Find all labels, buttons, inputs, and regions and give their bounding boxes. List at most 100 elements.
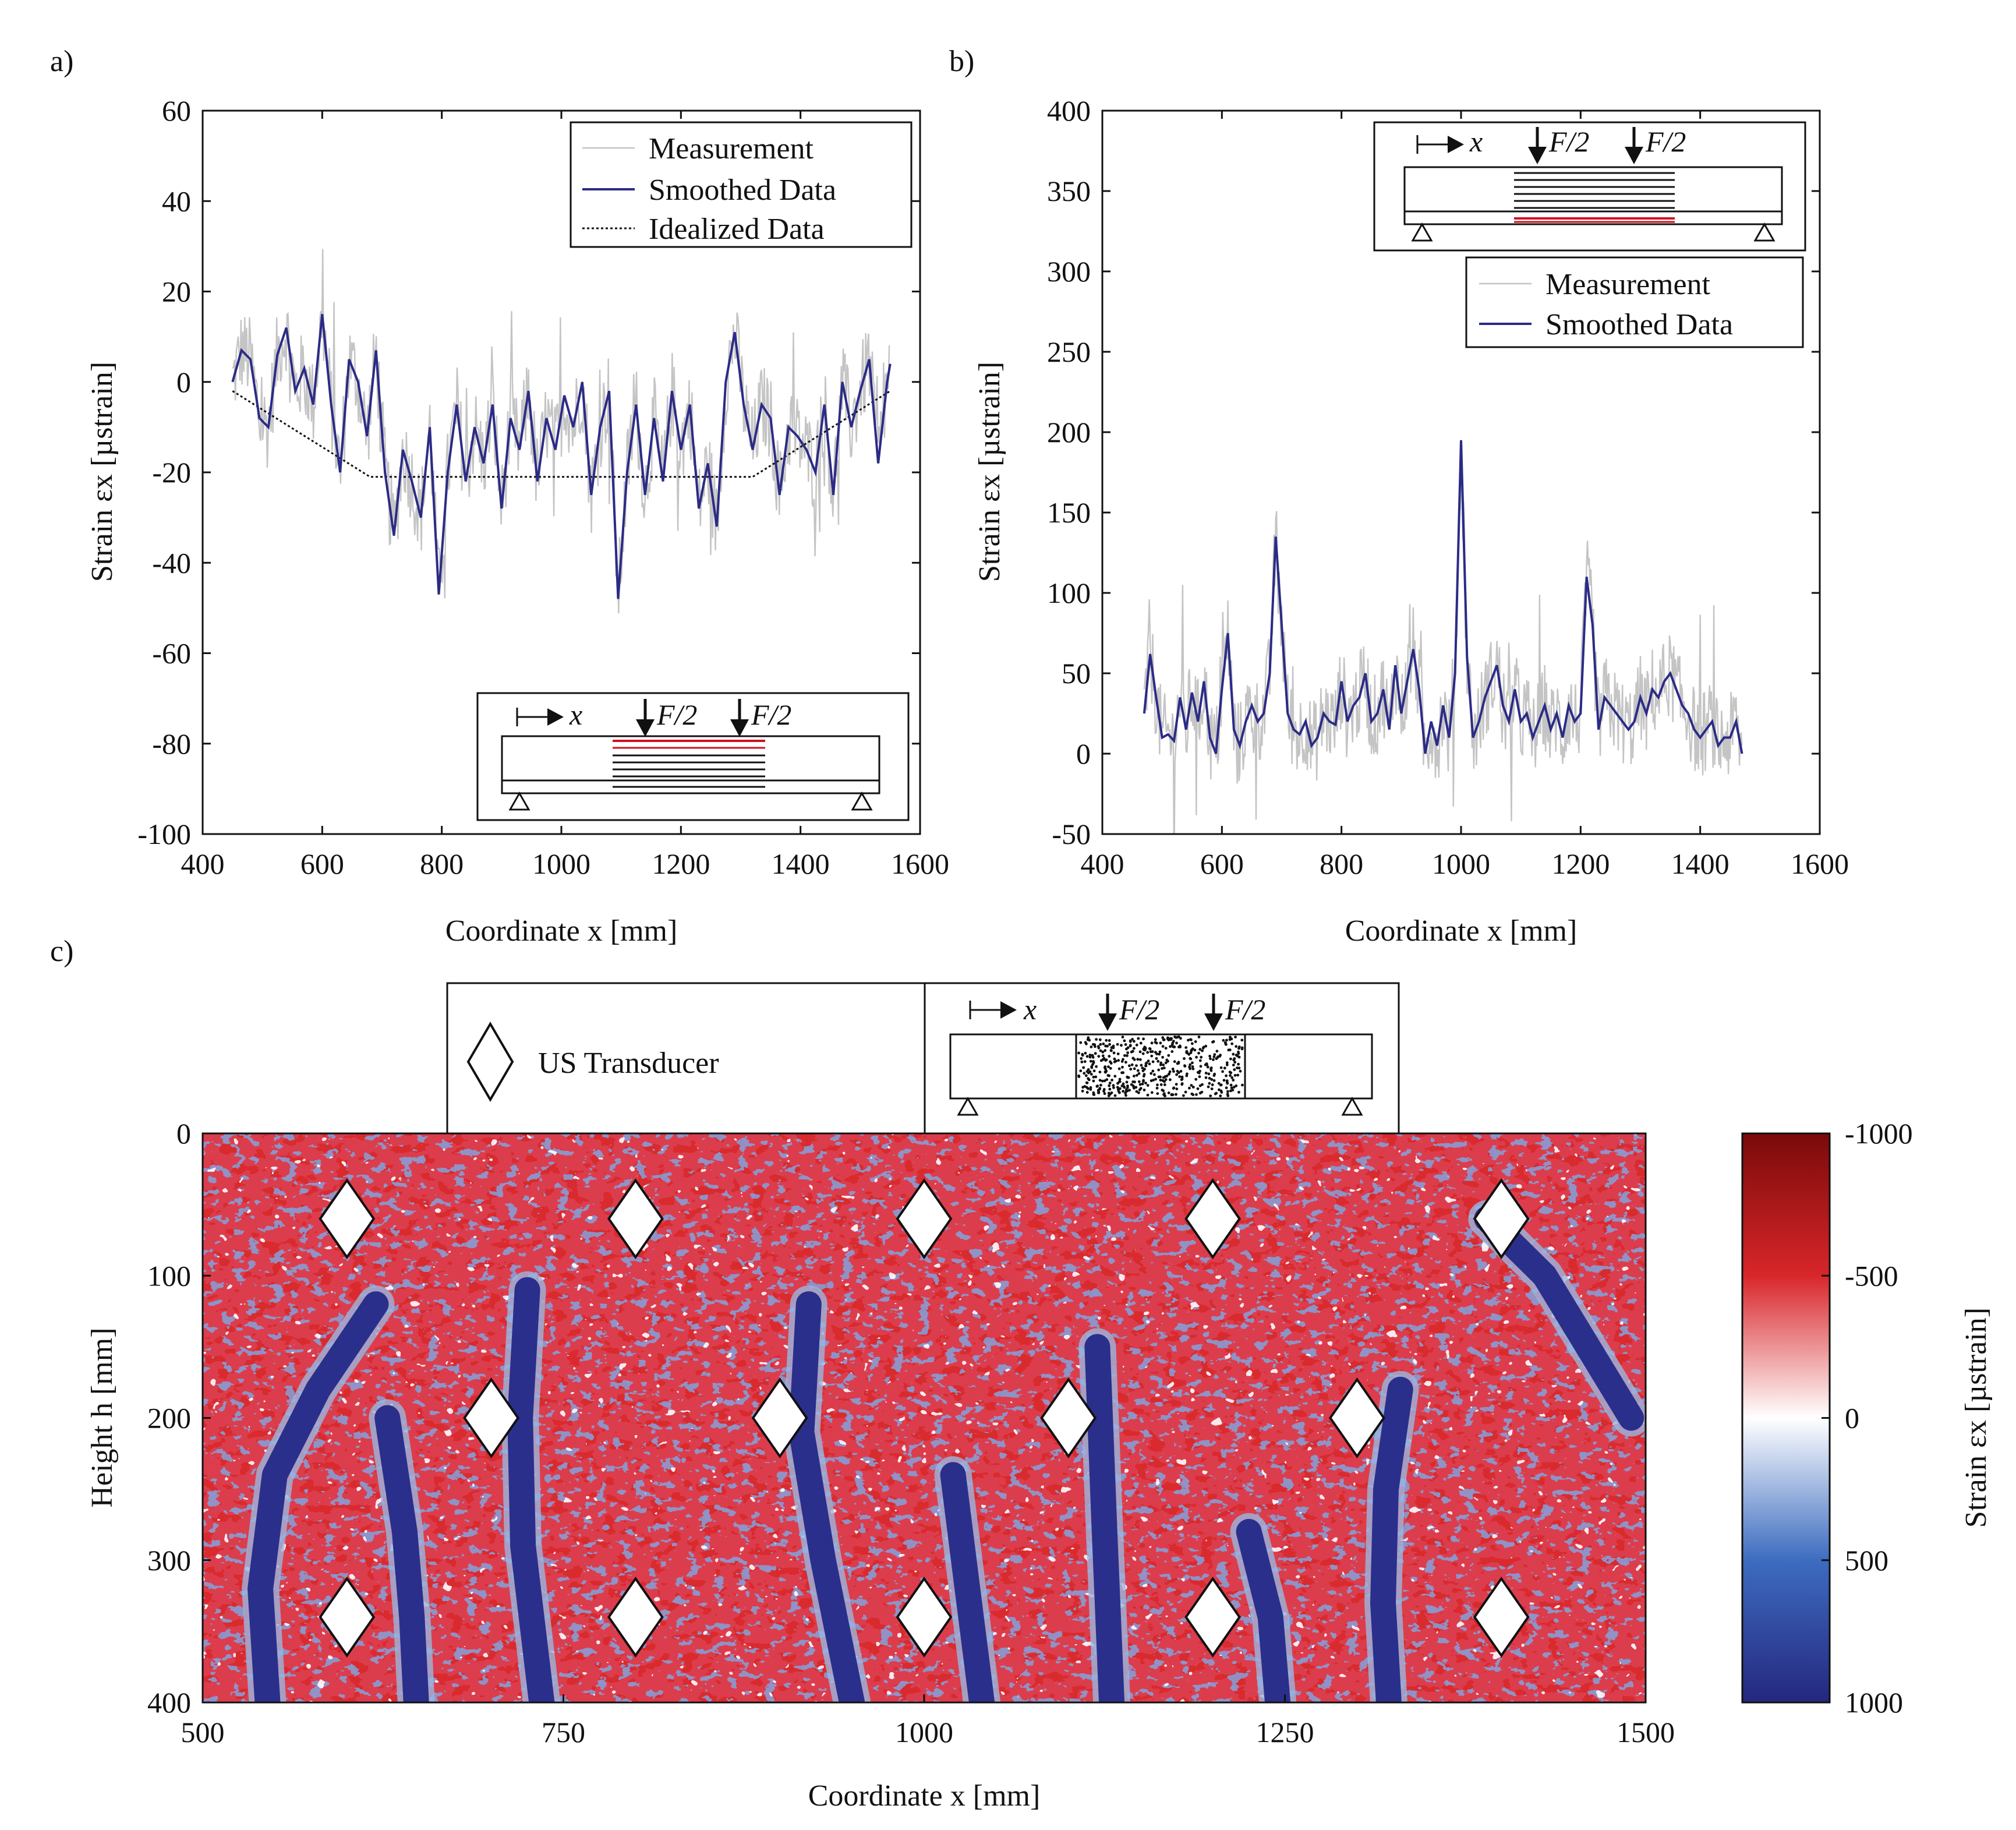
x-tick-label: 400 <box>1081 847 1124 880</box>
speckle-dot <box>1150 1041 1154 1045</box>
speckle-dot <box>1099 1059 1103 1062</box>
us-transducer-marker <box>607 1576 664 1658</box>
speckle-dot <box>1151 1069 1155 1073</box>
speckle-dot <box>1209 1067 1212 1071</box>
speckle-dot <box>1167 1038 1170 1041</box>
us-transducer-marker <box>1473 1576 1530 1658</box>
speckle-dot <box>1167 1054 1170 1057</box>
x-tick-label: 600 <box>1200 847 1244 880</box>
speckle-dot <box>1112 1084 1115 1087</box>
y-tick-label: -50 <box>1052 818 1091 850</box>
speckle-dot <box>1113 1094 1117 1097</box>
us-transducer-marker <box>751 1377 808 1458</box>
speckle-dot <box>1237 1090 1240 1094</box>
speckle-dot <box>1215 1057 1218 1061</box>
speckle-dot <box>1080 1060 1084 1064</box>
speckle-dot <box>1124 1043 1127 1046</box>
speckle-dot <box>1089 1086 1092 1089</box>
speckle-dot <box>1190 1038 1193 1041</box>
speckle-dot <box>1165 1075 1169 1077</box>
legend-b-smoothed: Smoothed Data <box>1545 308 1733 341</box>
speckle-dot <box>1200 1055 1203 1059</box>
speckle-dot <box>1177 1061 1180 1064</box>
speckle-dot <box>1099 1049 1102 1052</box>
speckle-dot <box>1208 1076 1211 1080</box>
speckle-dot <box>1191 1061 1194 1065</box>
speckle-dot <box>1130 1083 1133 1086</box>
speckle-dot <box>1133 1075 1136 1077</box>
speckle-dot <box>1156 1059 1160 1063</box>
speckle-dot <box>1161 1067 1163 1070</box>
speckle-dot <box>1124 1061 1127 1064</box>
inset-c-load-right: F/2 <box>1225 993 1265 1026</box>
crack-band <box>1474 1206 1644 1431</box>
speckle-dot <box>1207 1072 1211 1076</box>
speckle-dot <box>1190 1048 1194 1051</box>
speckle-dot <box>1150 1091 1154 1094</box>
panel-c-x-ticks: 500 750 1000 1250 1500 <box>181 1694 1675 1748</box>
panel-a-plot <box>231 249 892 614</box>
speckle-dot <box>1085 1055 1089 1058</box>
speckle-dot <box>1092 1061 1095 1064</box>
speckle-dot <box>1135 1073 1138 1077</box>
speckle-dot <box>1101 1054 1105 1058</box>
speckle-dot <box>1167 1091 1170 1094</box>
speckle-dot <box>1077 1075 1081 1078</box>
x-tick-label: 1600 <box>891 847 949 880</box>
speckle-dot <box>1141 1082 1144 1086</box>
speckle-dot <box>1180 1083 1184 1086</box>
speckle-dot <box>1156 1083 1159 1087</box>
panel-a-x-label: Coordinate x [mm] <box>445 914 678 948</box>
speckle-dot <box>1195 1093 1198 1096</box>
y-tick-label: 40 <box>162 185 191 217</box>
speckle-dot <box>1159 1041 1162 1045</box>
speckle-dot <box>1131 1080 1135 1083</box>
speckle-dot <box>1198 1048 1202 1051</box>
speckle-dot <box>1187 1038 1190 1042</box>
speckle-dot <box>1124 1094 1127 1097</box>
speckle-dot <box>1210 1078 1214 1081</box>
speckle-dot <box>1157 1068 1161 1072</box>
speckle-dot <box>1077 1051 1080 1055</box>
inset-c-x-label: x <box>1023 993 1037 1026</box>
speckle-dot <box>1189 1063 1192 1066</box>
speckle-dot <box>1237 1062 1240 1066</box>
speckle-dot <box>1136 1069 1140 1072</box>
speckle-dot <box>1219 1094 1222 1097</box>
legend-b-measurement: Measurement <box>1545 268 1711 301</box>
speckle-dot <box>1191 1042 1194 1045</box>
y-tick-label: 100 <box>1047 577 1091 609</box>
panel-a: a) 400 600 800 1000 1200 1400 1600 60 40 20 0 -20 -… <box>50 45 949 948</box>
speckle-dot <box>1092 1079 1095 1083</box>
speckle-dot <box>1118 1087 1122 1090</box>
speckle-dot <box>1139 1041 1143 1045</box>
speckle-dot <box>1136 1058 1140 1061</box>
speckle-dot <box>1171 1068 1175 1071</box>
speckle-dot <box>1155 1052 1159 1055</box>
transducer-markers <box>319 1178 1530 1658</box>
speckle-dot <box>1182 1094 1185 1097</box>
panel-a-label: a) <box>50 45 73 78</box>
speckle-dot <box>1108 1084 1111 1087</box>
x-tick-label: 1400 <box>1671 847 1729 880</box>
y-tick-label: 0 <box>1076 737 1091 770</box>
speckle-dot <box>1175 1073 1178 1076</box>
panel-c-y-label: Height h [mm] <box>86 1327 119 1507</box>
speckle-dot <box>1197 1036 1201 1038</box>
y-tick-label: 60 <box>162 94 191 127</box>
y-tick-label: 50 <box>1062 657 1091 690</box>
speckle-dot <box>1128 1064 1131 1068</box>
speckle-dot <box>1108 1043 1111 1046</box>
speckle-dot <box>1230 1086 1233 1090</box>
colorbar-tick-label: 1000 <box>1845 1686 1903 1719</box>
panel-a-y-ticks: 60 40 20 0 -20 -40 -60 -80 -100 <box>137 94 920 850</box>
speckle-dot <box>1098 1038 1102 1041</box>
speckle-dot <box>1220 1091 1223 1094</box>
speckle-dot <box>1137 1080 1141 1083</box>
speckle-dot <box>1092 1075 1095 1079</box>
speckle-pattern <box>1077 1035 1244 1098</box>
speckle-dot <box>1229 1057 1232 1061</box>
y-tick-label: -100 <box>137 818 191 850</box>
speckle-dot <box>1081 1089 1084 1093</box>
speckle-dot <box>1240 1038 1244 1042</box>
